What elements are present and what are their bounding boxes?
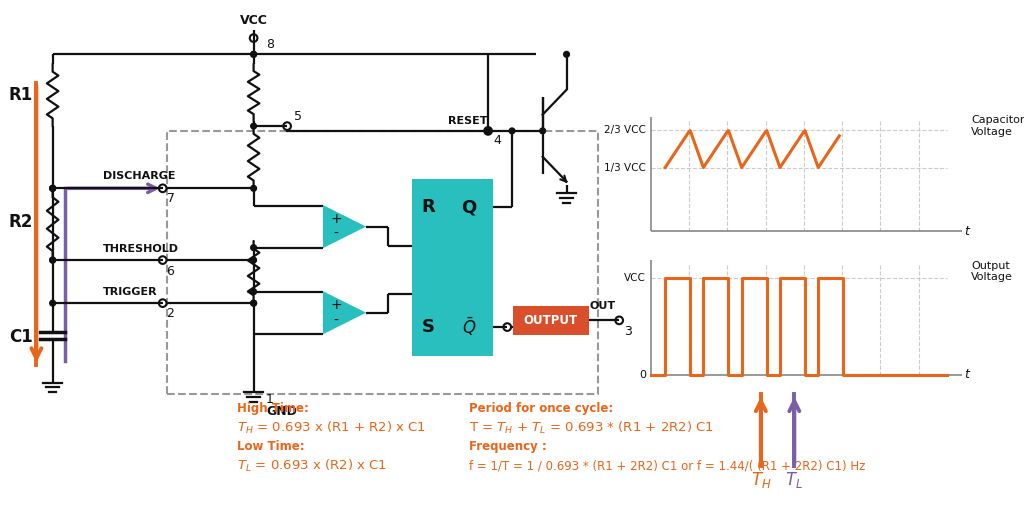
Circle shape [50,185,55,191]
Text: VCC: VCC [240,14,267,27]
Text: R1: R1 [9,86,33,104]
Text: VCC: VCC [624,273,646,283]
Circle shape [50,185,55,191]
Text: R2: R2 [9,213,33,231]
Circle shape [251,51,256,57]
Text: $T_L$: $T_L$ [785,470,803,490]
Text: Capacitor
Voltage: Capacitor Voltage [972,115,1024,137]
Text: Frequency :: Frequency : [469,440,547,453]
Circle shape [251,300,256,306]
Text: 8: 8 [266,38,274,51]
Circle shape [563,51,569,57]
Circle shape [50,257,55,263]
Text: $\bar{Q}$: $\bar{Q}$ [462,316,476,339]
Text: T = $T_H$ + $T_L$ = 0.693 * (R1 + 2R2) C1: T = $T_H$ + $T_L$ = 0.693 * (R1 + 2R2) C… [469,420,714,435]
Text: 0: 0 [639,370,646,380]
Text: High Time:: High Time: [238,402,309,415]
Circle shape [50,185,55,191]
Text: Output
Voltage: Output Voltage [972,260,1014,282]
Text: Period for once cycle:: Period for once cycle: [469,402,613,415]
Text: 6: 6 [167,265,174,278]
Text: t: t [965,368,970,381]
Circle shape [251,185,256,191]
Text: $T_H$ = 0.693 x (R1 + R2) x C1: $T_H$ = 0.693 x (R1 + R2) x C1 [238,420,426,435]
Text: R: R [422,199,435,216]
Text: THRESHOLD: THRESHOLD [103,244,179,254]
Text: +: + [330,298,342,312]
Text: 7: 7 [167,192,174,205]
Text: Q: Q [462,199,476,216]
Text: 4: 4 [494,134,502,147]
Circle shape [251,300,256,306]
Circle shape [251,257,256,263]
Text: DISCHARGE: DISCHARGE [103,171,176,181]
Text: +: + [330,212,342,226]
Text: S: S [422,318,435,336]
Text: GND: GND [266,405,297,418]
Text: RESET: RESET [447,116,487,126]
Circle shape [251,289,256,294]
Text: $T_H$: $T_H$ [751,470,771,490]
Circle shape [509,128,515,134]
Text: 2: 2 [167,307,174,320]
Text: 3: 3 [624,325,632,339]
Circle shape [251,123,256,129]
Circle shape [485,128,490,134]
Text: t: t [965,225,970,238]
Polygon shape [323,205,366,248]
Circle shape [50,300,55,306]
Text: OUT: OUT [590,301,616,311]
FancyBboxPatch shape [513,306,589,335]
Polygon shape [323,291,366,334]
Text: Low Time:: Low Time: [238,440,305,453]
FancyBboxPatch shape [412,179,493,356]
Text: -: - [334,313,338,328]
Circle shape [540,128,546,134]
Text: 1/3 VCC: 1/3 VCC [604,162,646,172]
Text: -: - [334,227,338,242]
Circle shape [251,51,256,57]
Text: TRIGGER: TRIGGER [103,287,158,297]
Text: $T_L$ = 0.693 x (R2) x C1: $T_L$ = 0.693 x (R2) x C1 [238,458,387,474]
Circle shape [50,257,55,263]
Text: C1: C1 [9,328,33,346]
Text: 1: 1 [266,394,274,406]
Text: 2/3 VCC: 2/3 VCC [604,125,646,135]
Text: OUTPUT: OUTPUT [523,314,578,327]
Circle shape [251,245,256,250]
Text: 5: 5 [294,110,302,123]
Text: f = 1/T = 1 / 0.693 * (R1 + 2R2) C1 or f = 1.44/( (R1 + 2R2) C1) Hz: f = 1/T = 1 / 0.693 * (R1 + 2R2) C1 or f… [469,460,865,472]
